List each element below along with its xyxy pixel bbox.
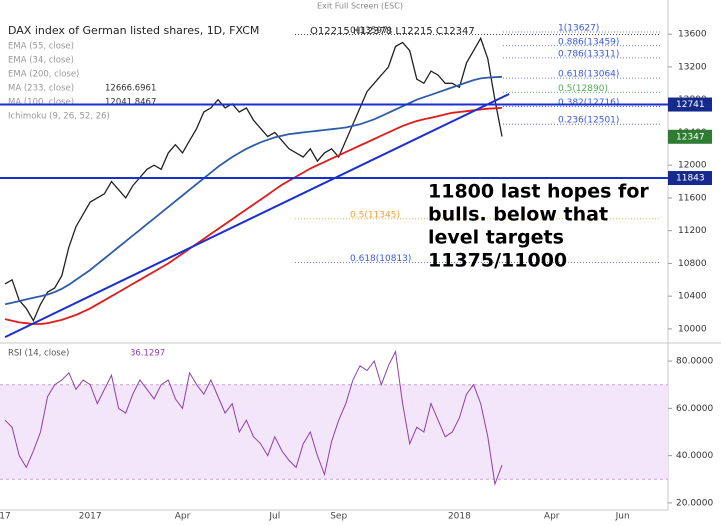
level-tag — [668, 171, 712, 186]
x-tick-label: Apr — [175, 512, 191, 522]
price-label: 12347 — [676, 132, 705, 142]
x-tick-label: Jun — [615, 512, 630, 522]
fib-label: 0.5(12890) — [558, 84, 608, 94]
y-tick-label: 60.0000 — [676, 404, 713, 414]
indicator-name: EMA (55, close) — [8, 42, 74, 52]
series-line — [4, 75, 503, 306]
y-tick-label: 12000 — [678, 161, 707, 171]
fib-label: 0.382(12716) — [558, 98, 619, 108]
annotation: 11375/11000 — [428, 250, 567, 272]
rsi-band — [0, 384, 668, 480]
indicator-value: 12041.8467 — [105, 98, 156, 108]
fib-label: 0.5(11345) — [350, 210, 400, 220]
indicator-name: MA (100, close) — [8, 98, 74, 108]
y-tick-label: 11600 — [678, 193, 707, 203]
series-line — [4, 36, 503, 323]
indicator-name: EMA (34, close) — [8, 56, 74, 66]
fib-label: 0.618(13064) — [558, 70, 619, 80]
y-tick-label: 10800 — [678, 259, 707, 269]
fib-label: 0.618(10813) — [350, 254, 411, 264]
series-line — [4, 349, 503, 486]
x-tick-label: Jul — [268, 512, 280, 522]
x-tick-label: 2017 — [79, 512, 102, 522]
level-label: 11843 — [676, 174, 705, 184]
indicator-value: 12666.6961 — [105, 84, 156, 94]
y-tick-label: 10400 — [678, 292, 707, 302]
chart-title: DAX index of German listed shares, 1D, F… — [8, 24, 259, 37]
rsi-title: RSI (14, close) — [8, 349, 69, 359]
price-tag — [668, 129, 712, 144]
indicator-name: MA (233, close) — [8, 84, 74, 94]
annotation: bulls. below that — [428, 204, 608, 226]
level-tag — [668, 97, 712, 112]
y-tick-label: 11200 — [678, 226, 707, 236]
level-label: 12741 — [676, 100, 705, 110]
x-tick-label: 17 — [0, 512, 11, 522]
y-tick-label: 13200 — [678, 62, 707, 72]
fib-label: 1(13627) — [558, 24, 599, 34]
ohlc: O12215 H12378 L12215 C12347 — [310, 26, 475, 37]
y-tick-label: 40.0000 — [676, 451, 713, 461]
annotation: level targets — [428, 227, 564, 249]
exit-button[interactable]: Exit Full Screen (ESC) — [317, 2, 403, 11]
y-tick-label: 20.0000 — [676, 498, 713, 508]
rsi-value: 36.1297 — [130, 349, 165, 359]
x-tick-label: 2018 — [448, 512, 471, 522]
fib-label: 0.886(13459) — [558, 37, 619, 47]
annotation: 11800 last hopes for — [428, 181, 649, 203]
fib-label: 0.786(13311) — [558, 49, 619, 59]
fib-label: 0.236(12501) — [558, 116, 619, 126]
series-line — [4, 107, 503, 325]
trendline — [4, 93, 510, 338]
x-tick-label: Sep — [330, 512, 347, 522]
x-tick-label: Apr — [544, 512, 560, 522]
indicator-name: Ichimoku (9, 26, 52, 26) — [8, 112, 110, 122]
indicator-name: EMA (200, close) — [8, 70, 79, 80]
y-tick-label: 10000 — [678, 324, 707, 334]
y-tick-label: 80.0000 — [676, 357, 713, 367]
fib-label: 0(13597) — [350, 26, 391, 36]
y-tick-label: 13600 — [678, 30, 707, 40]
